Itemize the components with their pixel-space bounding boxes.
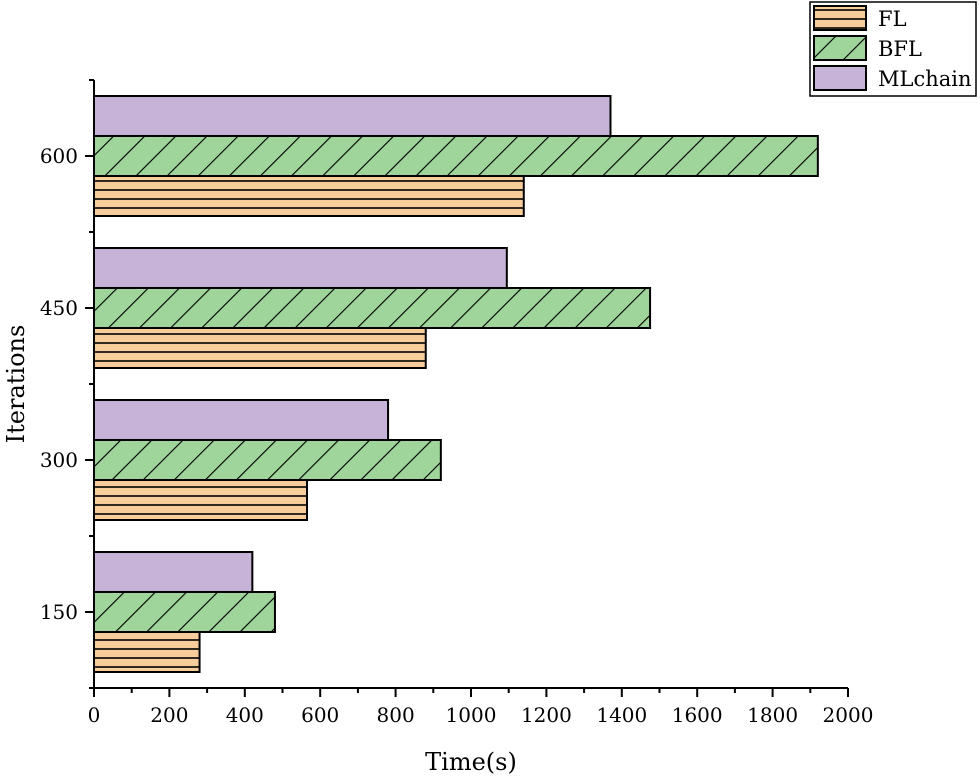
x-tick-label: 1800 [747,703,798,727]
bar-mlchain-150 [93,551,254,593]
bar-fl-450 [93,327,427,369]
legend-swatch-fl [813,5,867,31]
bar-mlchain-600 [93,95,612,137]
x-tick-label: 0 [88,703,101,727]
x-tick-label: 1600 [672,703,723,727]
x-tick-label: 1200 [521,703,572,727]
y-axis-title: Iterations [2,325,30,444]
x-tick-label: 200 [150,703,188,727]
x-tick-label: 800 [377,703,415,727]
legend-swatch-mlchain [813,65,867,91]
x-tick-label: 1000 [446,703,497,727]
x-tick-label: 600 [301,703,339,727]
bar-mlchain-300 [93,399,390,441]
x-axis-title: Time(s) [425,748,517,776]
bar-bfl-600 [93,135,819,177]
y-tick-label: 450 [40,296,78,320]
y-tick-label: 300 [40,448,78,472]
bar-fl-600 [93,175,525,217]
axes-group: 0 200 400 600 800 1000 1200 1400 1600 1800 2000 150… [40,79,874,727]
y-tick-label: 600 [40,144,78,168]
bar-bfl-150 [93,591,276,633]
bar-fl-150 [93,631,201,673]
legend-label-bfl: BFL [878,37,922,61]
x-tick-label: 400 [226,703,264,727]
y-tick-label: 150 [40,600,78,624]
x-tick-label: 1400 [596,703,647,727]
bar-fl-300 [93,479,309,521]
bar-mlchain-450 [93,247,508,289]
legend-swatch-bfl [813,35,867,61]
legend: FL BFL MLchain [809,1,977,97]
legend-label-mlchain: MLchain [878,67,972,91]
bar-bfl-450 [93,287,652,329]
x-tick-label: 2000 [823,703,874,727]
bar-bfl-300 [93,439,442,481]
legend-label-fl: FL [878,7,907,31]
bars-group [93,95,819,673]
